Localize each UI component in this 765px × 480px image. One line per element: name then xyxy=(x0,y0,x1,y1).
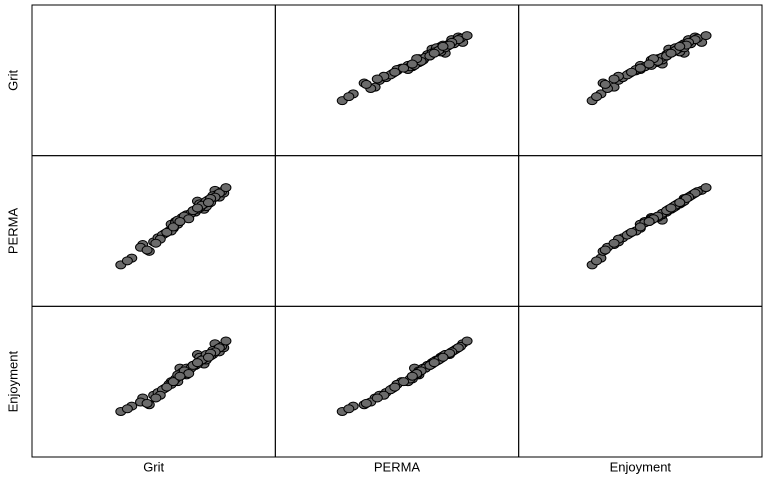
y-axis-label: PERMA xyxy=(5,208,20,255)
point xyxy=(202,198,214,208)
point xyxy=(700,31,712,41)
point xyxy=(121,404,133,414)
x-axis-label: Enjoyment xyxy=(610,459,672,474)
point xyxy=(371,74,383,84)
point xyxy=(437,352,449,362)
panel xyxy=(274,155,520,307)
point xyxy=(161,382,173,392)
point xyxy=(174,371,186,381)
panel xyxy=(518,4,763,157)
y-axis-label: Grit xyxy=(5,69,20,90)
point xyxy=(121,256,133,266)
point xyxy=(461,336,473,346)
point xyxy=(599,245,611,255)
point xyxy=(161,227,173,237)
point xyxy=(626,227,638,237)
point xyxy=(428,358,440,368)
point xyxy=(389,382,401,392)
point xyxy=(626,67,638,77)
x-axis-label: PERMA xyxy=(374,459,421,474)
point xyxy=(360,398,372,408)
x-axis-label: Grit xyxy=(143,459,164,474)
point xyxy=(167,377,179,387)
point xyxy=(220,336,232,346)
point xyxy=(398,377,410,387)
point xyxy=(174,217,186,227)
point xyxy=(398,63,410,73)
point xyxy=(220,183,232,193)
point xyxy=(591,256,603,266)
point xyxy=(608,238,620,248)
panel xyxy=(31,305,276,458)
point xyxy=(371,393,383,403)
point xyxy=(191,358,203,368)
point xyxy=(599,79,611,89)
point xyxy=(608,74,620,84)
point xyxy=(202,352,214,362)
point xyxy=(406,59,418,69)
point xyxy=(634,63,646,73)
point xyxy=(643,59,655,69)
point xyxy=(406,371,418,381)
point xyxy=(665,48,677,58)
point xyxy=(141,245,153,255)
point xyxy=(461,31,473,41)
point xyxy=(437,41,449,51)
y-axis-label: Enjoyment xyxy=(5,351,20,413)
panel xyxy=(31,4,276,157)
point xyxy=(167,222,179,232)
point xyxy=(141,398,153,408)
point xyxy=(428,48,440,58)
point xyxy=(343,92,355,102)
point xyxy=(700,183,712,193)
point xyxy=(343,404,355,414)
point xyxy=(360,79,372,89)
point xyxy=(674,41,686,51)
point xyxy=(634,222,646,232)
point xyxy=(591,92,603,102)
point xyxy=(665,203,677,213)
point xyxy=(389,67,401,77)
point xyxy=(191,203,203,213)
point xyxy=(643,217,655,227)
point xyxy=(150,238,162,248)
panel xyxy=(274,4,520,157)
point xyxy=(674,198,686,208)
panel xyxy=(518,305,763,458)
point xyxy=(150,393,162,403)
panel xyxy=(31,155,276,307)
